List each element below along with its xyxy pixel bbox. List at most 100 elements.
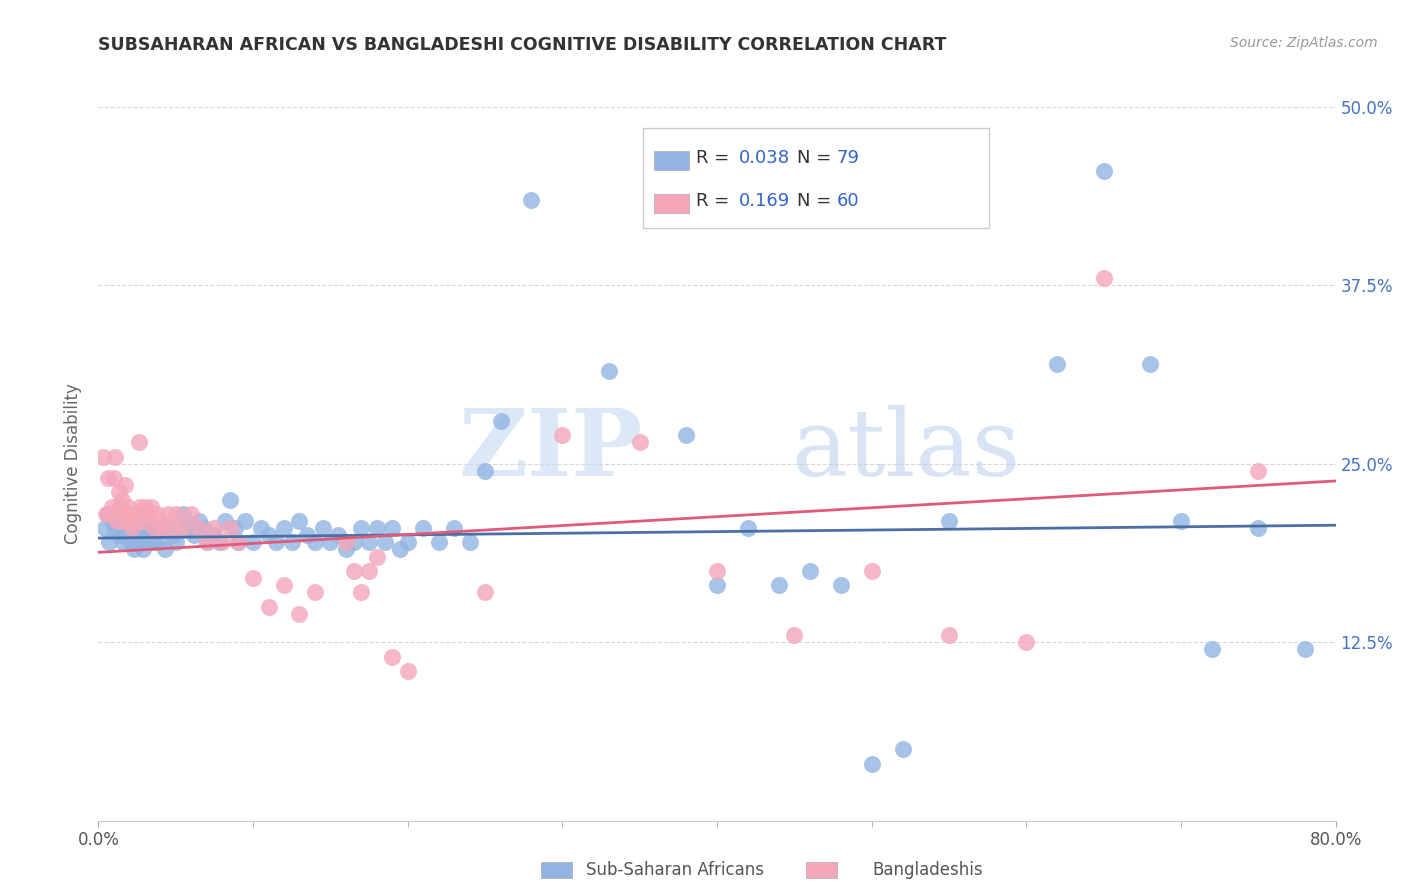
Point	[1201, 642, 1223, 657]
Point	[143, 535, 166, 549]
Text: N =: N =	[797, 150, 838, 168]
Text: 79: 79	[837, 150, 860, 168]
Point	[108, 528, 131, 542]
Point	[118, 507, 141, 521]
Point	[120, 514, 142, 528]
Point	[104, 450, 127, 464]
Point	[100, 507, 122, 521]
Point	[111, 521, 134, 535]
Point	[366, 549, 388, 564]
Point	[381, 649, 404, 664]
Point	[273, 578, 295, 592]
Point	[343, 535, 366, 549]
Point	[219, 521, 242, 535]
Point	[98, 535, 121, 549]
Point	[551, 428, 574, 442]
Point	[139, 500, 162, 514]
Point	[427, 535, 450, 549]
Text: Sub-Saharan Africans: Sub-Saharan Africans	[586, 861, 763, 879]
Point	[1046, 357, 1069, 371]
Point	[891, 742, 914, 756]
Point	[108, 500, 131, 514]
Point	[374, 535, 396, 549]
Point	[288, 514, 311, 528]
Text: Bangladeshis: Bangladeshis	[873, 861, 983, 879]
Point	[101, 500, 124, 514]
Point	[173, 521, 195, 535]
Point	[366, 521, 388, 535]
Point	[97, 507, 120, 521]
Point	[1247, 464, 1270, 478]
Point	[136, 507, 159, 521]
Point	[350, 585, 373, 599]
Point	[127, 514, 149, 528]
Point	[474, 464, 496, 478]
Point	[117, 514, 139, 528]
Point	[112, 514, 135, 528]
Point	[938, 628, 960, 642]
Point	[103, 471, 125, 485]
Point	[124, 507, 146, 521]
Point	[799, 564, 821, 578]
Text: SUBSAHARAN AFRICAN VS BANGLADESHI COGNITIVE DISABILITY CORRELATION CHART: SUBSAHARAN AFRICAN VS BANGLADESHI COGNIT…	[98, 36, 946, 54]
Point	[706, 578, 728, 592]
Point	[598, 364, 620, 378]
Point	[157, 521, 180, 535]
Point	[628, 435, 651, 450]
Point	[304, 535, 326, 549]
Point	[737, 521, 759, 535]
Point	[135, 521, 157, 535]
Text: atlas: atlas	[792, 405, 1021, 494]
Point	[96, 507, 118, 521]
Point	[381, 521, 404, 535]
Point	[129, 500, 152, 514]
Text: 0.038: 0.038	[738, 150, 790, 168]
Point	[208, 535, 231, 549]
Point	[443, 521, 465, 535]
Point	[412, 521, 434, 535]
Point	[112, 535, 135, 549]
Point	[706, 564, 728, 578]
Point	[97, 471, 120, 485]
Text: 0.169: 0.169	[738, 193, 790, 211]
Point	[157, 507, 180, 521]
Point	[150, 521, 173, 535]
Point	[195, 535, 218, 549]
Point	[474, 585, 496, 599]
Point	[120, 535, 142, 549]
Point	[121, 521, 143, 535]
Point	[281, 535, 304, 549]
Point	[128, 535, 150, 549]
Point	[1092, 164, 1115, 178]
Point	[343, 564, 366, 578]
Point	[128, 435, 150, 450]
Point	[1015, 635, 1038, 649]
Point	[146, 507, 169, 521]
Point	[165, 507, 187, 521]
Text: 60: 60	[837, 193, 859, 211]
Y-axis label: Cognitive Disability: Cognitive Disability	[65, 384, 83, 544]
Point	[388, 542, 412, 557]
Point	[219, 492, 242, 507]
Point	[304, 585, 326, 599]
Point	[153, 542, 176, 557]
Point	[211, 535, 233, 549]
Point	[127, 528, 149, 542]
Point	[115, 507, 138, 521]
Point	[93, 521, 115, 535]
Point	[489, 414, 512, 428]
Text: R =: R =	[696, 193, 741, 211]
Point	[357, 535, 380, 549]
Point	[105, 514, 128, 528]
Point	[830, 578, 852, 592]
Point	[312, 521, 335, 535]
Point	[1170, 514, 1192, 528]
Point	[204, 521, 226, 535]
Point	[335, 542, 357, 557]
Point	[396, 664, 419, 678]
Point	[107, 485, 129, 500]
Point	[1092, 271, 1115, 285]
Point	[326, 528, 350, 542]
Point	[188, 521, 211, 535]
Point	[188, 514, 211, 528]
